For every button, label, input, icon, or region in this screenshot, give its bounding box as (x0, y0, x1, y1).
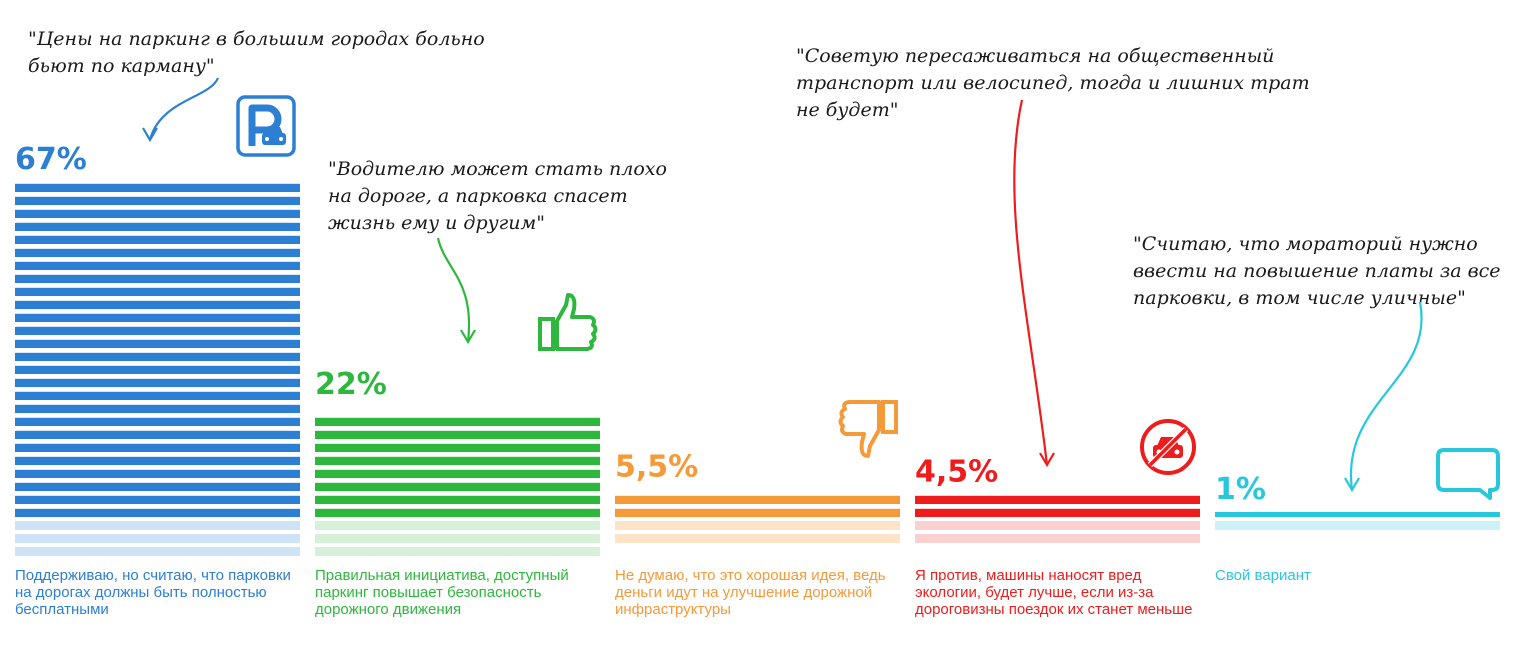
quote-text: "Водителю может стать плохо на дороге, а … (328, 158, 667, 234)
bar (1215, 512, 1500, 517)
value-label: 4,5% (915, 455, 998, 490)
category-label: Не думаю, что это хорошая идея, ведь ден… (615, 567, 886, 618)
category-label: Я против, машины наносят вред экологии, … (915, 567, 1193, 618)
bar-reflection (615, 521, 900, 543)
parking-icon (236, 95, 296, 157)
bar (15, 183, 300, 517)
quote-annotation-1: "Цены на паркинг в большим городах больн… (28, 28, 485, 143)
arrow-icon (436, 237, 476, 345)
quote-annotation-3: "Советую пересаживаться на общественный т… (796, 45, 1310, 468)
category-label: Свой вариант (1215, 567, 1311, 584)
quote-text: "Считаю, что мораторий нужно ввести на по… (1133, 233, 1501, 309)
bar (315, 417, 600, 517)
bar-reflection (15, 521, 300, 556)
quote-text: "Советую пересаживаться на общественный т… (796, 45, 1310, 121)
thumbs-down-icon (838, 400, 898, 458)
value-label: 22% (315, 367, 387, 402)
bar (915, 495, 1200, 517)
bar-column-1: 67% (15, 95, 300, 556)
bar-column-2: 22% (315, 293, 600, 556)
quote-annotation-2: "Водителю может стать плохо на дороге, а … (328, 158, 667, 345)
value-label: 67% (15, 142, 87, 177)
bar-column-4: 4,5% (915, 419, 1200, 543)
bar (615, 495, 900, 517)
quote-annotation-4: "Считаю, что мораторий нужно ввести на по… (1133, 233, 1501, 493)
category-label: Правильная инициатива, доступный паркинг… (315, 567, 569, 618)
value-label: 1% (1215, 472, 1266, 507)
bar-column-3: 5,5% (615, 400, 900, 543)
value-label: 5,5% (615, 450, 698, 485)
no-car-icon (1140, 419, 1196, 475)
speech-bubble-icon (1436, 448, 1500, 500)
thumbs-up-icon (538, 293, 598, 351)
arrow-icon (142, 77, 220, 143)
bar-reflection (315, 521, 600, 556)
bar-reflection (1215, 521, 1500, 530)
arrow-icon (1013, 99, 1055, 468)
category-label: Поддерживаю, но считаю, что парковки на … (15, 567, 291, 618)
quote-text: "Цены на паркинг в большим городах больн… (28, 28, 485, 77)
arrow-icon (1344, 301, 1423, 493)
bar-reflection (915, 521, 1200, 543)
bar-column-5: 1% (1215, 448, 1500, 530)
